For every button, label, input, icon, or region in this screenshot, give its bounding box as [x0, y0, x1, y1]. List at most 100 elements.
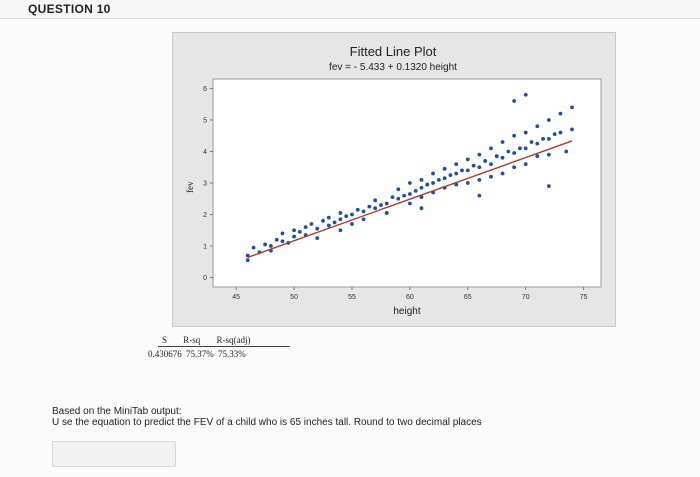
scatter-point — [303, 225, 308, 230]
x-tick-label: 55 — [348, 294, 356, 301]
y-tick-label: 0 — [203, 275, 207, 282]
scatter-point — [546, 184, 551, 189]
scatter-point — [355, 207, 360, 212]
answer-input[interactable] — [52, 441, 176, 467]
scatter-point — [454, 162, 459, 166]
scatter-point — [477, 193, 482, 198]
scatter-point — [500, 171, 505, 176]
scatter-point — [407, 201, 412, 206]
scatter-point — [274, 237, 279, 242]
y-tick-label: 5 — [203, 117, 207, 124]
scatter-point — [384, 211, 389, 215]
scatter-point — [454, 182, 459, 187]
y-tick-label: 2 — [203, 212, 207, 219]
stats-header-s: S — [162, 335, 168, 345]
y-axis-label: fev — [185, 181, 195, 193]
scatter-point — [396, 196, 401, 201]
scatter-point — [361, 209, 366, 214]
scatter-point — [413, 188, 418, 193]
scatter-point — [570, 127, 574, 132]
scatter-point — [390, 195, 395, 200]
scatter-point — [292, 228, 296, 233]
scatter-point — [483, 159, 488, 163]
scatter-point — [379, 203, 383, 207]
scatter-point — [280, 231, 285, 236]
scatter-point — [512, 151, 517, 155]
y-tick-label: 4 — [203, 149, 207, 156]
scatter-point — [373, 206, 378, 211]
y-tick-label: 3 — [203, 181, 207, 188]
chart-equation: fev = - 5.433 + 0.1320 height — [329, 62, 457, 73]
y-tick-label: 1 — [203, 244, 207, 251]
scatter-point — [477, 152, 482, 157]
x-tick-label: 65 — [464, 294, 472, 301]
scatter-point — [465, 168, 470, 173]
scatter-point — [269, 244, 273, 248]
x-tick-label: 45 — [232, 294, 240, 301]
scatter-point — [431, 171, 435, 176]
scatter-point — [535, 154, 540, 159]
scatter-point — [280, 239, 285, 244]
scatter-point — [338, 217, 343, 222]
scatter-point — [442, 176, 447, 181]
x-tick-label: 60 — [406, 294, 414, 301]
stats-header-rsq-adj: R-sq(adj) — [216, 335, 251, 345]
scatter-point — [350, 212, 354, 217]
scatter-point — [465, 157, 470, 162]
scatter-point — [518, 146, 522, 151]
scatter-point — [315, 226, 320, 231]
scatter-point — [442, 166, 447, 171]
scatter-point — [338, 228, 343, 233]
question-prompt: Based on the MiniTab output: U se the eq… — [52, 406, 482, 428]
scatter-point — [558, 111, 563, 116]
scatter-point — [321, 218, 325, 223]
scatter-point — [350, 222, 354, 226]
scatter-point — [396, 187, 401, 192]
scatter-point — [425, 182, 430, 187]
scatter-point — [494, 154, 499, 159]
scatter-point — [535, 141, 540, 146]
scatter-point — [506, 149, 511, 154]
scatter-point — [361, 217, 366, 222]
prompt-line-1: Based on the MiniTab output: — [52, 406, 182, 417]
scatter-point — [546, 136, 551, 141]
scatter-point — [332, 220, 337, 225]
scatter-point — [315, 236, 320, 241]
x-tick-label: 75 — [580, 294, 588, 301]
scatter-point — [338, 211, 343, 215]
scatter-point — [523, 130, 528, 135]
stats-value-s: 0.430676 — [148, 349, 182, 359]
scatter-point — [546, 118, 551, 122]
scatter-point — [500, 140, 505, 144]
scatter-point — [489, 146, 493, 151]
scatter-point — [541, 136, 545, 141]
y-tick-label: 6 — [203, 86, 207, 93]
scatter-point — [570, 105, 574, 110]
scatter-point — [535, 124, 540, 129]
scatter-point — [471, 163, 476, 168]
stats-divider — [158, 346, 290, 347]
scatter-point — [523, 162, 528, 166]
scatter-point — [419, 206, 424, 211]
scatter-point — [523, 92, 528, 97]
scatter-point — [367, 204, 372, 209]
chart-title: Fitted Line Plot — [349, 44, 437, 59]
scatter-point — [512, 133, 517, 138]
scatter-point — [436, 177, 441, 182]
scatter-point — [297, 229, 302, 234]
scatter-point — [384, 201, 389, 206]
scatter-point — [402, 193, 407, 198]
scatter-point — [529, 140, 534, 144]
x-axis-label: height — [393, 306, 420, 317]
fitted-line — [247, 140, 573, 259]
scatter-point — [477, 177, 482, 182]
scatter-point — [263, 242, 268, 247]
plot-area — [212, 78, 602, 288]
scatter-point — [558, 130, 563, 135]
scatter-point — [500, 155, 505, 160]
scatter-point — [489, 174, 493, 179]
scatter-point — [373, 198, 378, 203]
prompt-line-2: U se the equation to predict the FEV of … — [52, 417, 482, 428]
scatter-point — [326, 215, 331, 220]
